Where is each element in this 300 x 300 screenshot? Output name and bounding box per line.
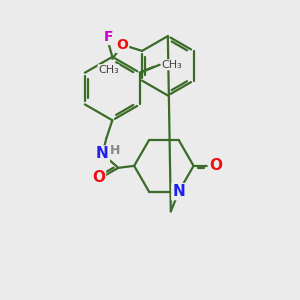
Text: F: F [103, 30, 113, 44]
Text: CH₃: CH₃ [162, 60, 182, 70]
Text: N: N [96, 146, 109, 161]
Text: O: O [116, 38, 128, 52]
Text: O: O [92, 170, 105, 185]
Text: O: O [209, 158, 222, 173]
Text: —: — [160, 59, 171, 69]
Text: CH₃: CH₃ [98, 65, 119, 75]
Text: N: N [172, 184, 185, 199]
Text: H: H [110, 143, 121, 157]
